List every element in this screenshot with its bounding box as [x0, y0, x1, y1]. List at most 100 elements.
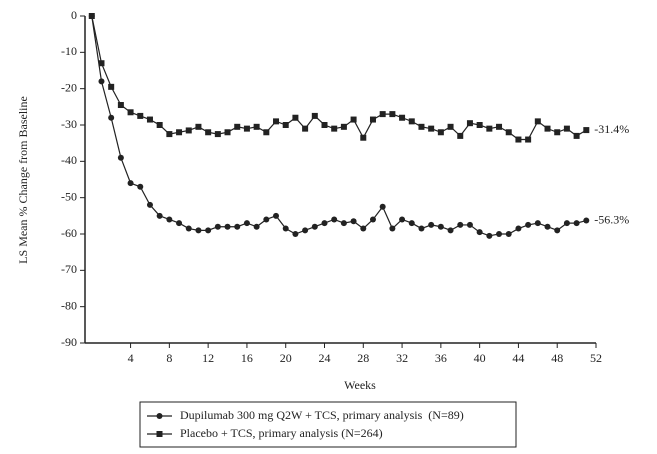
x-tick-label: 4 [128, 351, 134, 365]
x-tick-label: 44 [512, 351, 524, 365]
data-point [156, 122, 163, 128]
data-point [360, 134, 367, 141]
data-point [554, 227, 561, 234]
x-tick-label: 32 [396, 351, 408, 365]
data-point [350, 218, 357, 225]
data-point [457, 221, 464, 228]
data-point [350, 116, 357, 123]
data-point [253, 223, 260, 230]
data-point [505, 231, 512, 237]
data-point [292, 114, 299, 121]
data-point [273, 118, 280, 125]
y-tick-label: -70 [61, 262, 77, 276]
data-point [302, 227, 309, 234]
end-label: -31.4% [594, 122, 629, 136]
data-point [156, 212, 163, 219]
data-point [243, 220, 250, 227]
data-point [428, 125, 435, 132]
series-line [91, 15, 587, 141]
x-tick-label: 24 [319, 351, 331, 365]
data-point [408, 220, 415, 227]
data-point [282, 225, 289, 232]
data-point [176, 129, 183, 136]
data-point [195, 123, 202, 130]
data-point [331, 216, 338, 223]
data-point [563, 125, 570, 132]
legend-label: Dupilumab 300 mg Q2W + TCS, primary anal… [180, 408, 464, 422]
data-point [399, 216, 406, 223]
data-point [583, 127, 590, 134]
data-point [224, 129, 231, 136]
data-point [253, 123, 260, 130]
data-point [563, 220, 570, 227]
series-line [91, 15, 587, 237]
data-point [486, 232, 493, 239]
data-point [496, 123, 503, 130]
data-point [369, 116, 376, 123]
data-point [176, 220, 183, 227]
data-point [457, 132, 464, 139]
data-point [185, 127, 192, 134]
data-point [263, 129, 270, 136]
data-point [554, 129, 561, 136]
data-point [282, 122, 289, 128]
legend-box [139, 401, 517, 448]
legend-marker [156, 431, 163, 437]
y-tick-label: -80 [61, 298, 77, 312]
data-point [321, 122, 328, 128]
x-axis-label: Weeks [344, 378, 376, 392]
data-point [234, 123, 241, 130]
data-point [447, 123, 454, 130]
data-point [505, 129, 512, 136]
data-point [583, 217, 590, 224]
x-tick-label: 12 [202, 351, 214, 365]
end-label: -56.3% [594, 212, 629, 226]
data-point [127, 109, 134, 116]
data-point [340, 220, 347, 227]
data-point [321, 220, 328, 227]
data-point [273, 212, 280, 219]
x-tick-label: 8 [166, 351, 172, 365]
x-tick-label: 52 [590, 351, 602, 365]
data-point [379, 203, 386, 210]
data-point [205, 129, 212, 136]
data-point [331, 125, 338, 132]
legend-label: Placebo + TCS, primary analysis (N=264) [180, 426, 383, 440]
data-point [98, 60, 105, 67]
data-point [466, 221, 473, 228]
data-point [166, 131, 173, 138]
data-point [137, 112, 144, 119]
data-point [496, 231, 503, 237]
x-tick-label: 48 [551, 351, 563, 365]
data-point [214, 131, 221, 138]
data-point [195, 227, 202, 234]
data-point [544, 125, 551, 132]
data-point [137, 183, 144, 190]
data-point [243, 125, 250, 132]
data-point [534, 118, 541, 125]
data-point [302, 125, 309, 132]
data-point [447, 227, 454, 234]
data-point [214, 223, 221, 230]
data-point [573, 132, 580, 139]
data-point [108, 114, 115, 121]
data-point [515, 136, 522, 143]
data-point [234, 223, 241, 230]
y-tick-label: -30 [61, 117, 77, 131]
x-tick-label: 36 [435, 351, 447, 365]
data-point [127, 180, 134, 187]
data-point [428, 221, 435, 228]
data-point [360, 225, 367, 232]
data-point [418, 225, 425, 232]
y-tick-label: -60 [61, 226, 77, 240]
data-point [476, 122, 483, 128]
x-tick-label: 40 [474, 351, 486, 365]
data-point [408, 118, 415, 125]
y-tick-label: -10 [61, 44, 77, 58]
data-point [108, 83, 115, 90]
data-point [185, 225, 192, 232]
data-point [544, 223, 551, 230]
data-point [437, 129, 444, 136]
data-point [117, 102, 124, 109]
